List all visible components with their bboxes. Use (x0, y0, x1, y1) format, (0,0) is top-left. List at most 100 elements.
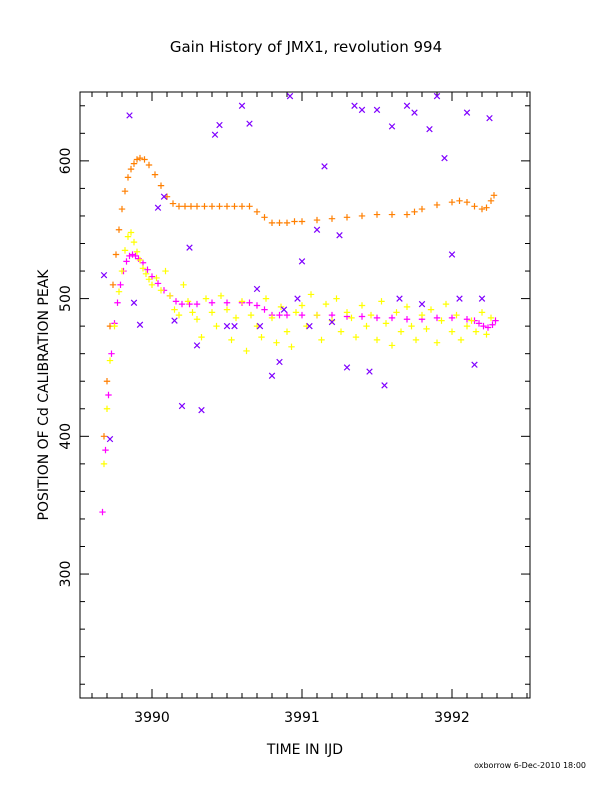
data-point (403, 303, 411, 311)
data-point (256, 322, 264, 330)
data-point (373, 106, 381, 114)
data-point (471, 203, 478, 210)
data-point (358, 106, 366, 114)
data-point (448, 328, 456, 335)
data-point (456, 295, 463, 302)
data-point (487, 314, 495, 322)
data-point (144, 266, 151, 273)
data-point (489, 321, 496, 328)
data-point (121, 247, 129, 254)
data-point (373, 314, 381, 322)
data-point (388, 342, 396, 349)
data-point (423, 325, 430, 333)
data-point (127, 229, 135, 236)
data-point (130, 160, 138, 167)
x-tick-label: 3991 (284, 710, 320, 726)
data-point (172, 298, 180, 305)
data-point (114, 299, 121, 306)
data-point (262, 295, 270, 302)
data-point (486, 114, 493, 122)
data-point (412, 336, 420, 344)
data-point (313, 311, 321, 319)
data-point (352, 333, 360, 341)
data-point (187, 203, 195, 210)
data-point (258, 333, 265, 341)
data-point (198, 406, 205, 414)
series-2 (100, 229, 495, 468)
data-point (463, 109, 471, 116)
data-point (129, 251, 136, 258)
data-point (453, 311, 460, 319)
data-point (126, 252, 133, 260)
data-point (223, 322, 231, 330)
data-point (448, 251, 456, 258)
data-point (433, 201, 441, 209)
data-point (139, 265, 147, 272)
data-point (286, 92, 294, 100)
data-point (154, 204, 162, 211)
data-point (136, 321, 144, 328)
data-point (298, 302, 306, 309)
data-point (283, 328, 291, 335)
data-point (123, 258, 130, 265)
data-point (243, 347, 250, 355)
data-point (253, 285, 261, 293)
data-point (283, 219, 291, 227)
data-point (367, 311, 375, 319)
data-point (441, 154, 448, 162)
data-point (103, 378, 111, 385)
data-point (180, 281, 187, 289)
data-point (109, 281, 117, 289)
data-point (268, 219, 276, 227)
data-point (100, 433, 108, 440)
data-point (418, 205, 426, 213)
data-point (396, 295, 403, 302)
data-point (298, 258, 306, 265)
data-point (231, 203, 238, 210)
data-point (223, 306, 231, 313)
data-point (448, 198, 456, 206)
data-point (483, 331, 490, 338)
data-point (433, 339, 441, 346)
data-point (118, 205, 126, 213)
data-point (166, 292, 174, 300)
data-point (193, 300, 201, 308)
data-point (381, 382, 388, 389)
data-point (247, 311, 255, 319)
data-point (448, 314, 456, 322)
x-tick-label: 3990 (134, 710, 170, 726)
data-point (213, 322, 220, 330)
data-point (373, 211, 381, 218)
data-point (276, 219, 283, 227)
data-point (363, 322, 370, 330)
data-point (115, 226, 123, 233)
data-point (102, 446, 109, 454)
data-point (99, 508, 106, 516)
data-point (216, 121, 223, 129)
footer-stamp: oxborrow 6-Dec-2010 18:00 (474, 761, 586, 770)
data-point (216, 203, 223, 210)
data-point (336, 232, 343, 239)
data-point (456, 197, 463, 205)
data-point (148, 273, 156, 280)
data-point (471, 361, 478, 368)
data-point (280, 306, 288, 313)
data-point (478, 309, 486, 316)
data-point (487, 197, 495, 205)
data-point (463, 322, 471, 330)
data-point (343, 214, 351, 221)
data-point (148, 281, 156, 289)
y-tick-label: 500 (58, 285, 74, 312)
data-point (162, 267, 169, 275)
x-axis: 3990 3991 3992 (91, 92, 528, 726)
data-point (303, 322, 310, 330)
data-point (313, 216, 321, 224)
data-point (397, 328, 405, 335)
data-point (333, 295, 340, 302)
data-point (154, 280, 162, 287)
data-point (321, 163, 328, 170)
data-point (283, 311, 291, 319)
data-point (105, 391, 112, 399)
data-point (457, 336, 465, 344)
x-axis-label: TIME IN IJD (266, 742, 343, 758)
